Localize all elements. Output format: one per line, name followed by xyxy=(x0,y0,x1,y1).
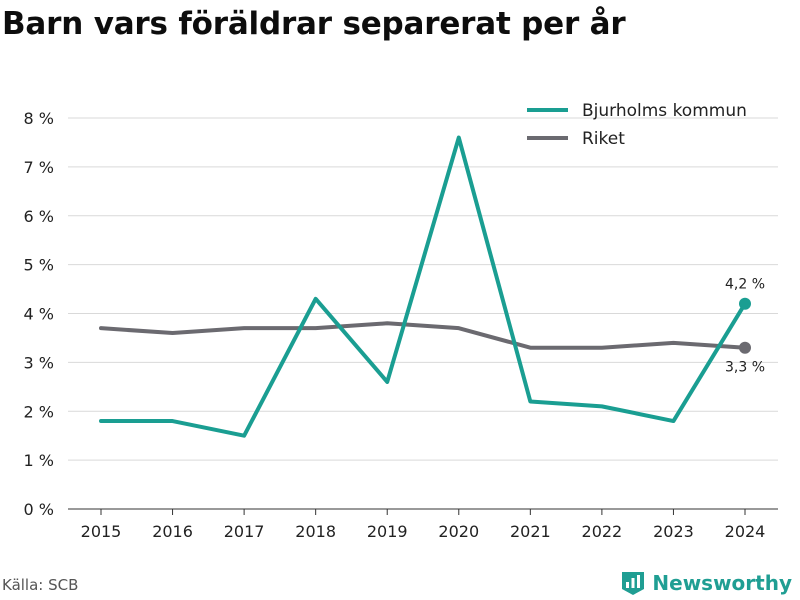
end-point-riket xyxy=(739,341,751,354)
x-tick-label: 2020 xyxy=(438,522,479,541)
legend-label-bjurholms-kommun: Bjurholms kommun xyxy=(582,101,747,121)
x-axis: 2015 2016 2017 2018 2019 2020 2021 2022 2023 2024 xyxy=(68,508,778,541)
data-labels: 4,2 % 3,3 % xyxy=(725,277,765,376)
brand-name: Newsworthy xyxy=(652,571,792,595)
y-tick-label: 4 % xyxy=(24,305,54,324)
end-label-riket: 3,3 % xyxy=(725,360,765,376)
x-tick-label: 2024 xyxy=(725,522,766,541)
y-axis: 0 % 1 % 2 % 3 % 4 % 5 % 6 % 7 % 8 % xyxy=(24,109,54,519)
chart-title: Barn vars föräldrar separerat per år xyxy=(2,6,626,42)
x-tick-label: 2023 xyxy=(653,522,694,541)
y-tick-label: 3 % xyxy=(24,353,54,372)
x-tick-label: 2017 xyxy=(224,522,265,541)
gridlines xyxy=(68,117,778,461)
y-tick-label: 2 % xyxy=(24,402,54,421)
y-tick-label: 0 % xyxy=(24,500,54,519)
x-tick-label: 2022 xyxy=(582,522,623,541)
end-point-bjurholms-kommun xyxy=(739,297,751,310)
y-tick-label: 6 % xyxy=(24,207,54,226)
x-tick-label: 2021 xyxy=(510,522,551,541)
series-line-bjurholms-kommun xyxy=(99,135,747,438)
x-tick-label: 2019 xyxy=(367,522,408,541)
y-tick-label: 5 % xyxy=(24,256,54,275)
series-lines xyxy=(99,135,751,438)
legend-label-riket: Riket xyxy=(582,129,625,149)
y-tick-label: 1 % xyxy=(24,451,54,470)
x-tick-label: 2015 xyxy=(81,522,122,541)
brand-logo: Newsworthy xyxy=(620,568,792,598)
x-tick-label: 2018 xyxy=(295,522,336,541)
newsworthy-logo-icon xyxy=(622,572,645,595)
y-tick-label: 8 % xyxy=(24,109,54,128)
series-line-riket xyxy=(99,321,747,350)
x-tick-label: 2016 xyxy=(152,522,193,541)
legend: Bjurholms kommun Riket xyxy=(527,101,747,149)
source-note: Källa: SCB xyxy=(2,576,79,594)
end-label-bjurholms-kommun: 4,2 % xyxy=(725,277,765,293)
y-tick-label: 7 % xyxy=(24,158,54,177)
